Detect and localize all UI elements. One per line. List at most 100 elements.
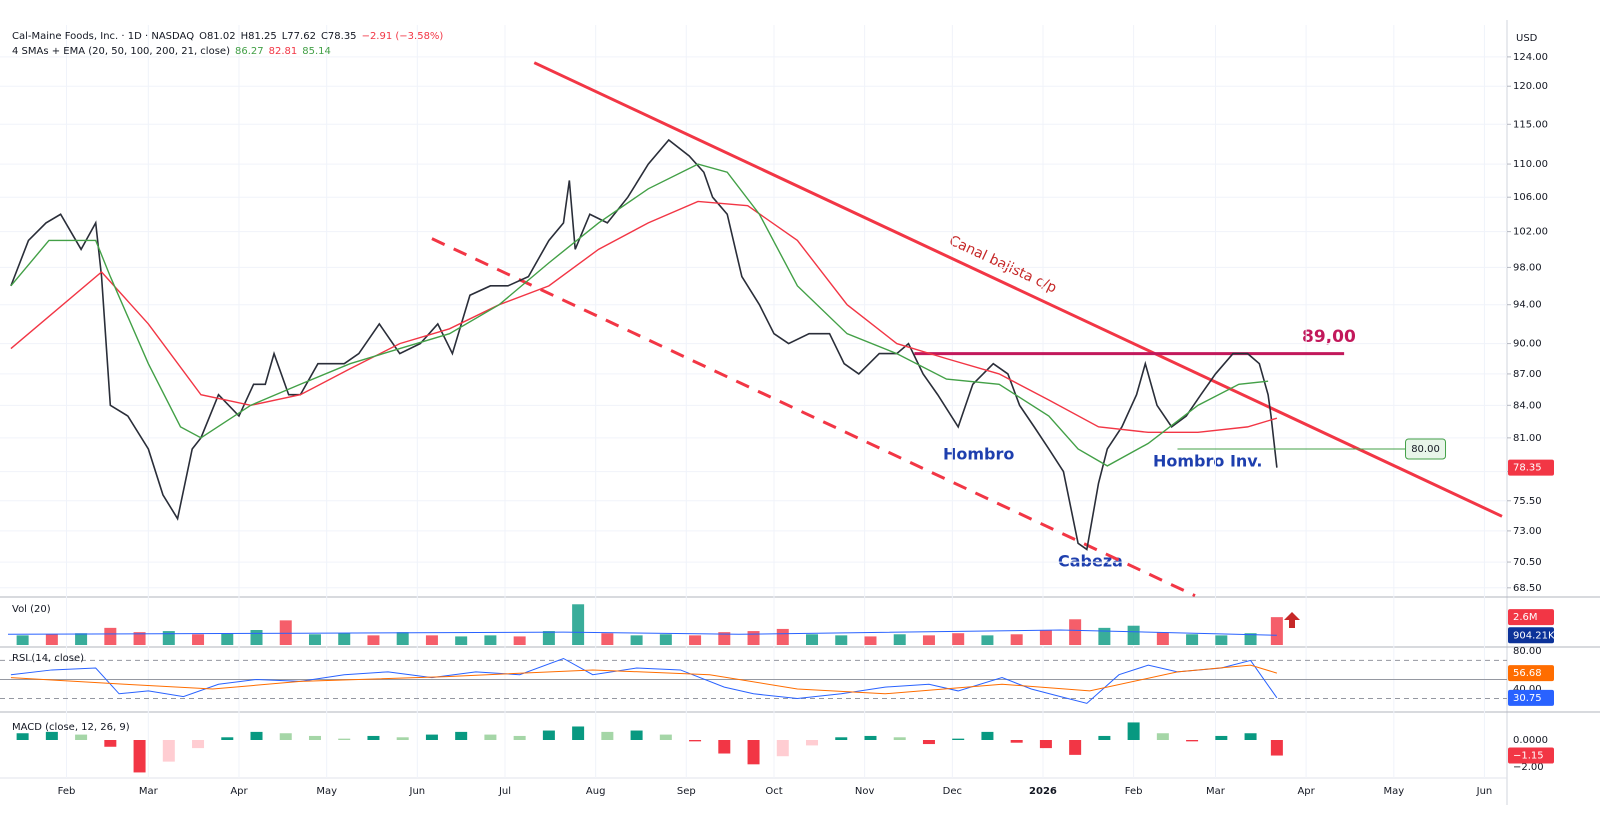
header-text: C78.35 xyxy=(321,31,357,42)
volume-bar xyxy=(396,632,409,645)
x-tick-label: Aug xyxy=(586,786,606,797)
volume-bar xyxy=(104,627,117,645)
level-tag-box xyxy=(1405,438,1447,460)
volume-bar xyxy=(45,634,58,645)
volume-bar xyxy=(864,636,877,645)
volume-bar xyxy=(513,636,526,645)
macd-bar xyxy=(45,731,58,740)
head-label: Cabeza xyxy=(1058,552,1123,571)
ma-line xyxy=(10,200,1278,434)
volume-bar xyxy=(1039,630,1052,645)
macd-bar xyxy=(864,735,877,740)
volume-bar xyxy=(367,635,380,645)
macd-bar xyxy=(75,734,88,740)
y-tick-label: 87.00 xyxy=(1513,369,1542,380)
macd-bar xyxy=(601,731,614,740)
indicator-header: 85.14 xyxy=(302,46,331,57)
volume-bar xyxy=(250,630,263,645)
volume-bar xyxy=(922,635,935,645)
volume-bar xyxy=(338,633,351,645)
pane-title: RSI (14, close) xyxy=(12,653,84,664)
price-line xyxy=(10,138,1278,551)
x-tick-label: Jul xyxy=(498,786,511,797)
volume-bar xyxy=(718,632,731,645)
macd-bar xyxy=(396,737,409,740)
volume-bar xyxy=(162,631,175,645)
macd-bar xyxy=(1069,740,1082,755)
volume-bar xyxy=(659,634,672,645)
macd-bar xyxy=(630,730,643,740)
y-tick-label: 40.00 xyxy=(1513,684,1542,695)
volume-bar xyxy=(308,634,321,645)
x-tick-label: Jun xyxy=(409,786,426,797)
x-tick-label: May xyxy=(1383,786,1404,797)
y-tick-label: 110.00 xyxy=(1513,159,1548,170)
y-tick-label: 98.00 xyxy=(1513,262,1542,273)
axis-tag: 56.68 xyxy=(1513,668,1542,679)
neckline-label: 89,00 xyxy=(1302,327,1356,347)
axis-tag: 904.21K xyxy=(1513,630,1555,641)
volume-bar xyxy=(425,635,438,645)
pane-title: MACD (close, 12, 26, 9) xyxy=(12,722,130,733)
trend-line xyxy=(533,61,1503,518)
x-tick-label: Apr xyxy=(1297,786,1315,797)
volume-bar xyxy=(1215,635,1228,645)
y-tick-label: 120.00 xyxy=(1513,81,1548,92)
macd-bar xyxy=(133,740,146,773)
volume-bar xyxy=(893,634,906,645)
x-tick-label: Oct xyxy=(765,786,782,797)
indicator-header: 86.27 xyxy=(235,46,264,57)
x-tick-label: 2026 xyxy=(1029,786,1057,797)
y-tick-label: 81.00 xyxy=(1513,433,1542,444)
volume-bar xyxy=(542,631,555,645)
macd-bar xyxy=(1215,735,1228,740)
macd-bar xyxy=(981,731,994,740)
macd-bar xyxy=(572,726,585,740)
x-tick-label: Nov xyxy=(855,786,875,797)
indicator-header: 4 SMAs + EMA (20, 50, 100, 200, 21, clos… xyxy=(12,46,230,57)
macd-bar xyxy=(279,733,292,740)
pane-title: Vol (20) xyxy=(12,604,51,615)
macd-bar xyxy=(952,738,965,740)
macd-bar xyxy=(16,733,29,740)
macd-bar xyxy=(425,734,438,740)
currency: USD xyxy=(1516,33,1538,44)
macd-bar xyxy=(1186,740,1199,742)
x-tick-label: Feb xyxy=(1125,786,1143,797)
volume-bar xyxy=(75,633,88,645)
volume-bar xyxy=(952,633,965,645)
axis-tag-box xyxy=(1508,665,1554,682)
axis-tag-box xyxy=(1508,609,1554,626)
trend-line xyxy=(431,237,1196,598)
macd-bar xyxy=(1156,733,1169,740)
x-tick-label: May xyxy=(316,786,337,797)
volume-ma xyxy=(7,629,1277,636)
axis-tag: −1.15 xyxy=(1513,751,1544,762)
volume-bar xyxy=(484,635,497,645)
volume-bar xyxy=(455,636,468,645)
axis-tag-box xyxy=(1508,747,1554,764)
volume-bar xyxy=(221,633,234,645)
macd-bar xyxy=(484,734,497,740)
volume-bar xyxy=(1069,619,1082,645)
volume-bar xyxy=(16,635,29,645)
macd-bar xyxy=(1244,733,1257,740)
axis-tag: 2.6M xyxy=(1513,612,1538,623)
macd-bar xyxy=(922,740,935,745)
x-tick-label: Feb xyxy=(58,786,76,797)
volume-bar xyxy=(1098,627,1111,645)
y-tick-label: 102.00 xyxy=(1513,227,1548,238)
y-tick-label: 90.00 xyxy=(1513,339,1542,350)
header-text: −2.91 (−3.58%) xyxy=(362,31,444,42)
x-tick-label: Dec xyxy=(943,786,962,797)
volume-bar xyxy=(279,620,292,645)
macd-bar xyxy=(1039,740,1052,749)
y-tick-label: 80.00 xyxy=(1513,646,1542,657)
macd-bar xyxy=(192,740,205,749)
macd-bar xyxy=(806,740,819,746)
macd-bar xyxy=(513,735,526,740)
y-tick-label: 73.00 xyxy=(1513,526,1542,537)
header-text: L77.62 xyxy=(282,31,316,42)
y-tick-label: 84.00 xyxy=(1513,400,1542,411)
macd-bar xyxy=(104,740,117,747)
